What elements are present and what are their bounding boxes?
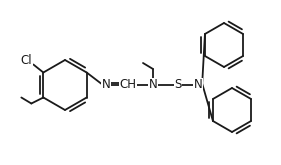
Text: N: N (194, 79, 202, 92)
Text: CH: CH (119, 79, 137, 92)
Text: S: S (174, 79, 182, 92)
Text: Cl: Cl (21, 54, 32, 67)
Text: N: N (149, 79, 157, 92)
Text: N: N (102, 79, 110, 92)
